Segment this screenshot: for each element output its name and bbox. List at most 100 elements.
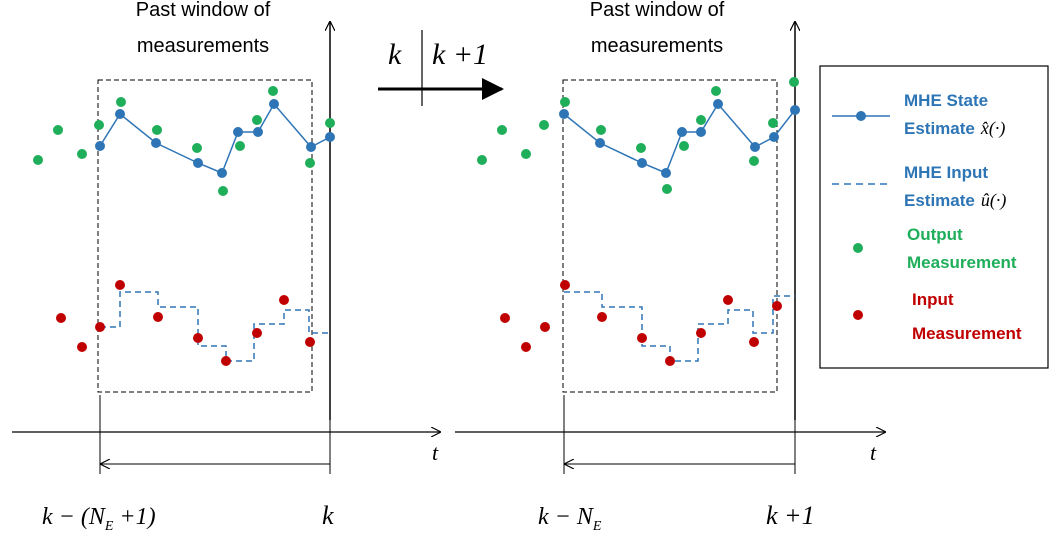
right-time-axis-label: t <box>870 440 877 465</box>
right-state-point <box>769 132 779 142</box>
right-input-point <box>521 342 531 352</box>
left-title-line1: Past window of <box>136 0 271 21</box>
legend-input-meas-line1: Input <box>912 290 954 309</box>
right-input-point <box>696 328 706 338</box>
legend-output-line1: Output <box>907 225 963 244</box>
left-input-point <box>305 337 315 347</box>
left-output-point <box>325 118 335 128</box>
right-window-start-label: k − NE <box>538 504 602 533</box>
legend-state-line2: Estimate x̂(·) <box>904 118 1005 139</box>
right-state-point <box>661 168 671 178</box>
legend-input-meas-line2: Measurement <box>912 324 1022 343</box>
left-output-point <box>218 186 228 196</box>
right-input-point <box>540 322 550 332</box>
legend-output-line2: Measurement <box>907 253 1017 272</box>
right-input-point <box>637 333 647 343</box>
right-title-line1: Past window of <box>590 0 725 21</box>
left-input-point <box>95 322 105 332</box>
right-input-point <box>749 337 759 347</box>
right-input-measurements <box>500 280 782 366</box>
right-input-point <box>665 356 675 366</box>
left-state-estimate-points <box>95 99 335 178</box>
left-state-point <box>325 132 335 142</box>
right-input-point <box>500 313 510 323</box>
legend-state-line1: MHE State <box>904 91 988 110</box>
legend-output-marker-icon <box>853 243 863 253</box>
left-state-point <box>253 127 263 137</box>
left-input-point <box>221 356 231 366</box>
right-output-point <box>679 141 689 151</box>
right-output-point <box>768 118 778 128</box>
left-output-point <box>53 125 63 135</box>
right-output-point <box>711 86 721 96</box>
left-output-point <box>116 97 126 107</box>
right-input-estimate-line <box>564 291 795 362</box>
right-state-estimate-line <box>563 102 796 174</box>
legend-input-est-line2: Estimate û(·) <box>904 190 1006 211</box>
right-input-point <box>560 280 570 290</box>
right-input-point <box>723 295 733 305</box>
right-state-point <box>750 142 760 152</box>
left-state-point <box>233 127 243 137</box>
left-output-point <box>77 149 87 159</box>
right-output-point <box>662 184 672 194</box>
left-input-estimate-line <box>100 291 330 362</box>
right-state-point <box>559 109 569 119</box>
left-output-point <box>268 86 278 96</box>
transition-from-label: k <box>388 38 402 71</box>
right-output-point <box>521 149 531 159</box>
right-input-point <box>772 301 782 311</box>
right-output-point <box>696 115 706 125</box>
right-output-point <box>636 143 646 153</box>
legend-frame <box>819 65 1049 369</box>
left-state-point <box>95 141 105 151</box>
left-output-point <box>192 143 202 153</box>
left-input-point <box>193 333 203 343</box>
right-state-point <box>790 105 800 115</box>
left-output-measurements <box>33 86 335 196</box>
right-title-line2: measurements <box>591 35 723 57</box>
right-output-measurements <box>477 77 799 194</box>
left-window-frame <box>97 79 313 393</box>
left-state-point <box>306 142 316 152</box>
right-input-point <box>597 312 607 322</box>
right-state-point <box>637 158 647 168</box>
legend-input-est-line1: MHE Input <box>904 163 988 182</box>
right-output-point <box>477 155 487 165</box>
left-time-axis-label: t <box>432 440 439 465</box>
transition-to-label: k +1 <box>432 38 488 71</box>
right-output-point <box>560 97 570 107</box>
left-input-point <box>77 342 87 352</box>
right-output-point <box>539 120 549 130</box>
left-input-point <box>153 312 163 322</box>
legend-state-marker-icon <box>856 111 866 121</box>
left-output-point <box>94 120 104 130</box>
left-state-point <box>193 158 203 168</box>
left-input-point <box>115 280 125 290</box>
left-input-point <box>279 295 289 305</box>
transition-indicator: k k +1 <box>378 30 504 106</box>
right-state-point <box>677 127 687 137</box>
left-output-point <box>235 141 245 151</box>
left-output-point <box>33 155 43 165</box>
left-panel: Past window of measurements t k − (NE +1… <box>12 0 440 533</box>
right-panel: Past window of measurements t k − NE k +… <box>455 0 885 533</box>
left-window-end-label: k <box>322 501 334 530</box>
right-output-point <box>749 156 759 166</box>
right-state-point <box>696 127 706 137</box>
left-window-start-label: k − (NE +1) <box>42 504 156 533</box>
left-state-point <box>269 99 279 109</box>
left-input-measurements <box>56 280 315 366</box>
right-output-point <box>789 77 799 87</box>
left-input-point <box>56 313 66 323</box>
left-state-estimate-line <box>99 102 331 174</box>
left-state-point <box>217 168 227 178</box>
right-state-point <box>595 138 605 148</box>
left-output-point <box>305 158 315 168</box>
legend: MHE State Estimate x̂(·) MHE Input Estima… <box>819 65 1049 369</box>
left-output-point <box>152 125 162 135</box>
left-output-point <box>252 115 262 125</box>
right-window-frame <box>562 79 778 393</box>
right-output-point <box>497 125 507 135</box>
